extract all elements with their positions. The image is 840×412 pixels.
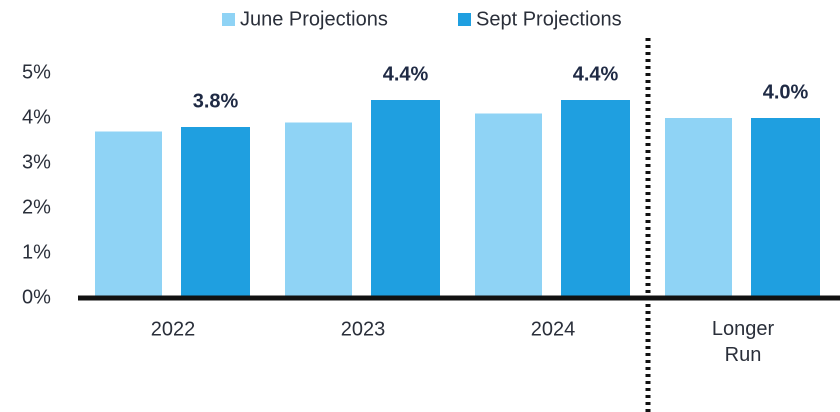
x-tick-label: Longer Run <box>712 318 775 366</box>
bar <box>95 131 162 298</box>
y-tick-label: 0% <box>22 286 51 308</box>
x-tick-label: 2023 <box>341 318 386 340</box>
y-tick-label: 1% <box>22 241 51 263</box>
x-tick-label: 2024 <box>531 318 576 340</box>
bar <box>371 100 440 298</box>
value-label: 4.4% <box>573 63 619 85</box>
legend-swatch <box>458 13 471 26</box>
y-tick-label: 2% <box>22 196 51 218</box>
value-label: 3.8% <box>193 90 239 112</box>
legend-label: June Projections <box>240 8 388 30</box>
legend-swatch <box>222 13 235 26</box>
bar <box>285 122 352 298</box>
bar <box>751 118 820 298</box>
y-tick-label: 4% <box>22 106 51 128</box>
value-label: 4.4% <box>383 63 429 85</box>
value-label: 4.0% <box>763 81 809 103</box>
bar <box>561 100 630 298</box>
y-tick-label: 3% <box>22 151 51 173</box>
bar <box>475 113 542 298</box>
bar <box>181 127 250 298</box>
y-tick-label: 5% <box>22 61 51 83</box>
legend-label: Sept Projections <box>476 8 622 30</box>
bar <box>665 118 732 298</box>
x-tick-label: 2022 <box>151 318 196 340</box>
